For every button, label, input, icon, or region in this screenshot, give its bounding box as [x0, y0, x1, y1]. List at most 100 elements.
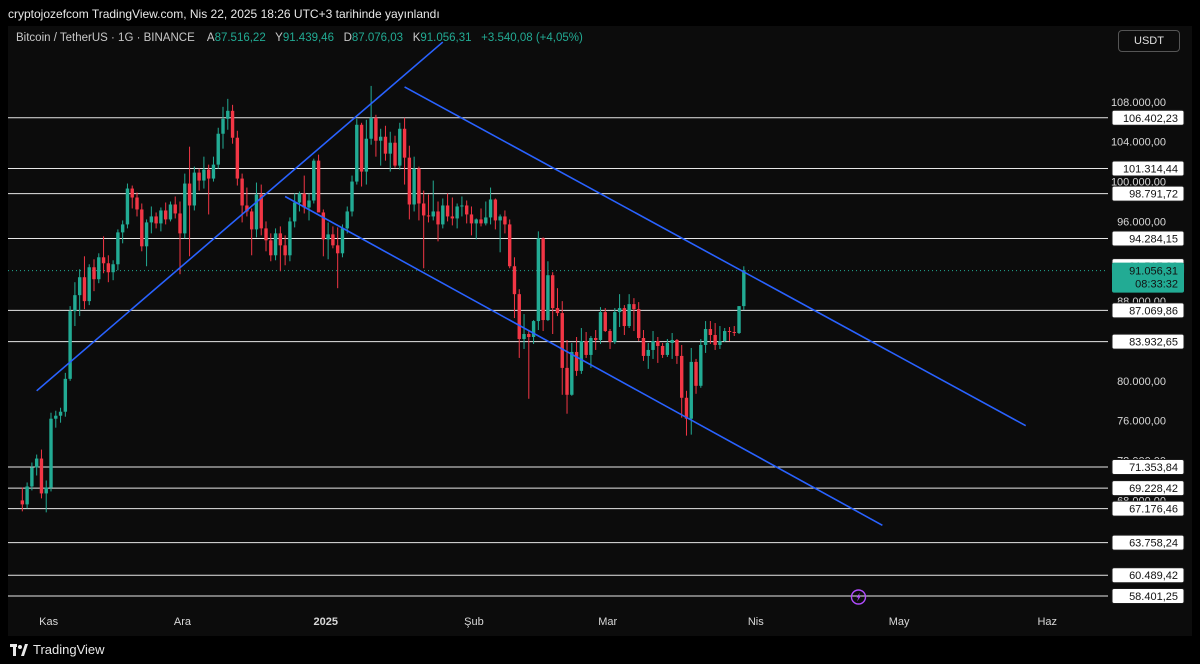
chart-panel[interactable]: 108.000,00 104.000,00 100.000,00 96.000,00 8… [8, 26, 1192, 636]
candle-body[interactable] [737, 306, 741, 334]
candle-body[interactable] [670, 339, 674, 343]
candle-body[interactable] [245, 205, 249, 212]
trendline[interactable] [404, 86, 1027, 427]
candle-body[interactable] [469, 214, 474, 224]
candle-body[interactable] [63, 378, 68, 412]
candle-body[interactable] [679, 355, 684, 398]
candle-body[interactable] [369, 117, 373, 139]
candle-body[interactable] [321, 212, 326, 240]
candle-body[interactable] [517, 294, 521, 339]
candle-body[interactable] [101, 257, 106, 264]
candle-body[interactable] [651, 340, 655, 350]
candle-body[interactable] [316, 160, 321, 213]
candle-body[interactable] [694, 361, 698, 386]
candle-body[interactable] [460, 205, 464, 207]
candle-body[interactable] [269, 240, 273, 256]
candle-body[interactable] [378, 136, 383, 141]
candle-body[interactable] [550, 275, 555, 309]
candle-body[interactable] [498, 216, 502, 221]
candle-body[interactable] [603, 312, 607, 332]
trendline[interactable] [284, 195, 883, 527]
candle-body[interactable] [140, 209, 144, 247]
candle-body[interactable] [732, 332, 736, 334]
candle-body[interactable] [235, 137, 240, 179]
candle-body[interactable] [723, 331, 727, 341]
candle-body[interactable] [364, 138, 369, 172]
candle-body[interactable] [278, 233, 283, 246]
candle-body[interactable] [417, 168, 421, 204]
candle-body[interactable] [58, 411, 63, 416]
symbol-label[interactable]: Bitcoin / TetherUS · 1G · BINANCE [16, 32, 195, 44]
candle-body[interactable] [202, 169, 206, 181]
candle-body[interactable] [44, 487, 48, 494]
tradingview-logo[interactable]: TradingView [10, 642, 105, 657]
candle-body[interactable] [727, 331, 732, 333]
candle-body[interactable] [455, 206, 459, 219]
candle-body[interactable] [570, 351, 574, 395]
candle-body[interactable] [713, 335, 717, 345]
candle-body[interactable] [54, 415, 58, 419]
candle-body[interactable] [82, 277, 87, 302]
candle-body[interactable] [226, 110, 230, 119]
candle-body[interactable] [689, 361, 693, 419]
candle-body[interactable] [436, 211, 440, 225]
candle-body[interactable] [541, 238, 545, 321]
candle-body[interactable] [660, 345, 665, 355]
candle-body[interactable] [326, 234, 330, 240]
candle-body[interactable] [684, 397, 689, 419]
candle-body[interactable] [120, 224, 125, 233]
candle-body[interactable] [402, 128, 407, 158]
candle-body[interactable] [34, 458, 39, 468]
candle-body[interactable] [450, 216, 455, 219]
candle-body[interactable] [718, 340, 722, 345]
candle-body[interactable] [708, 329, 713, 336]
candle-body[interactable] [412, 168, 416, 205]
candle-body[interactable] [355, 124, 359, 182]
candle-body[interactable] [312, 160, 316, 201]
candle-body[interactable] [20, 500, 25, 505]
candle-body[interactable] [292, 202, 297, 222]
candle-body[interactable] [383, 136, 388, 154]
candle-body[interactable] [68, 311, 72, 379]
candle-body[interactable] [197, 172, 201, 181]
candle-body[interactable] [699, 344, 703, 386]
currency-button[interactable]: USDT [1118, 30, 1180, 52]
candle-body[interactable] [431, 211, 435, 217]
candle-body[interactable] [116, 232, 120, 265]
candle-body[interactable] [536, 238, 541, 322]
candle-body[interactable] [703, 329, 708, 345]
candle-body[interactable] [288, 221, 292, 256]
candle-body[interactable] [636, 309, 641, 338]
candle-body[interactable] [264, 228, 268, 241]
candle-body[interactable] [555, 308, 560, 314]
candle-body[interactable] [345, 211, 349, 229]
candle-body[interactable] [522, 334, 526, 339]
candle-body[interactable] [49, 418, 53, 488]
candle-body[interactable] [493, 199, 498, 221]
candle-body[interactable] [665, 342, 670, 355]
candle-body[interactable] [441, 205, 445, 225]
candle-body[interactable] [598, 312, 603, 340]
candle-body[interactable] [249, 211, 254, 230]
events-icon[interactable] [850, 589, 867, 605]
candle-body[interactable] [283, 245, 287, 256]
candle-body[interactable] [106, 263, 111, 273]
candle-body[interactable] [589, 337, 593, 355]
candle-body[interactable] [742, 270, 746, 307]
candle-body[interactable] [111, 264, 115, 273]
candle-body[interactable] [656, 340, 660, 346]
candle-body[interactable] [507, 224, 512, 267]
candle-body[interactable] [254, 194, 259, 230]
candle-body[interactable] [527, 334, 531, 337]
price-chart[interactable]: 108.000,00 104.000,00 100.000,00 96.000,00 8… [8, 26, 1192, 636]
candle-body[interactable] [531, 321, 536, 337]
candle-body[interactable] [192, 172, 197, 206]
candle-body[interactable] [92, 267, 96, 280]
candle-body[interactable] [613, 312, 617, 342]
candle-body[interactable] [675, 339, 679, 356]
candle-body[interactable] [144, 222, 149, 247]
candle-body[interactable] [130, 188, 134, 198]
candle-body[interactable] [173, 204, 177, 214]
candle-body[interactable] [641, 337, 646, 356]
candle-body[interactable] [421, 203, 426, 216]
